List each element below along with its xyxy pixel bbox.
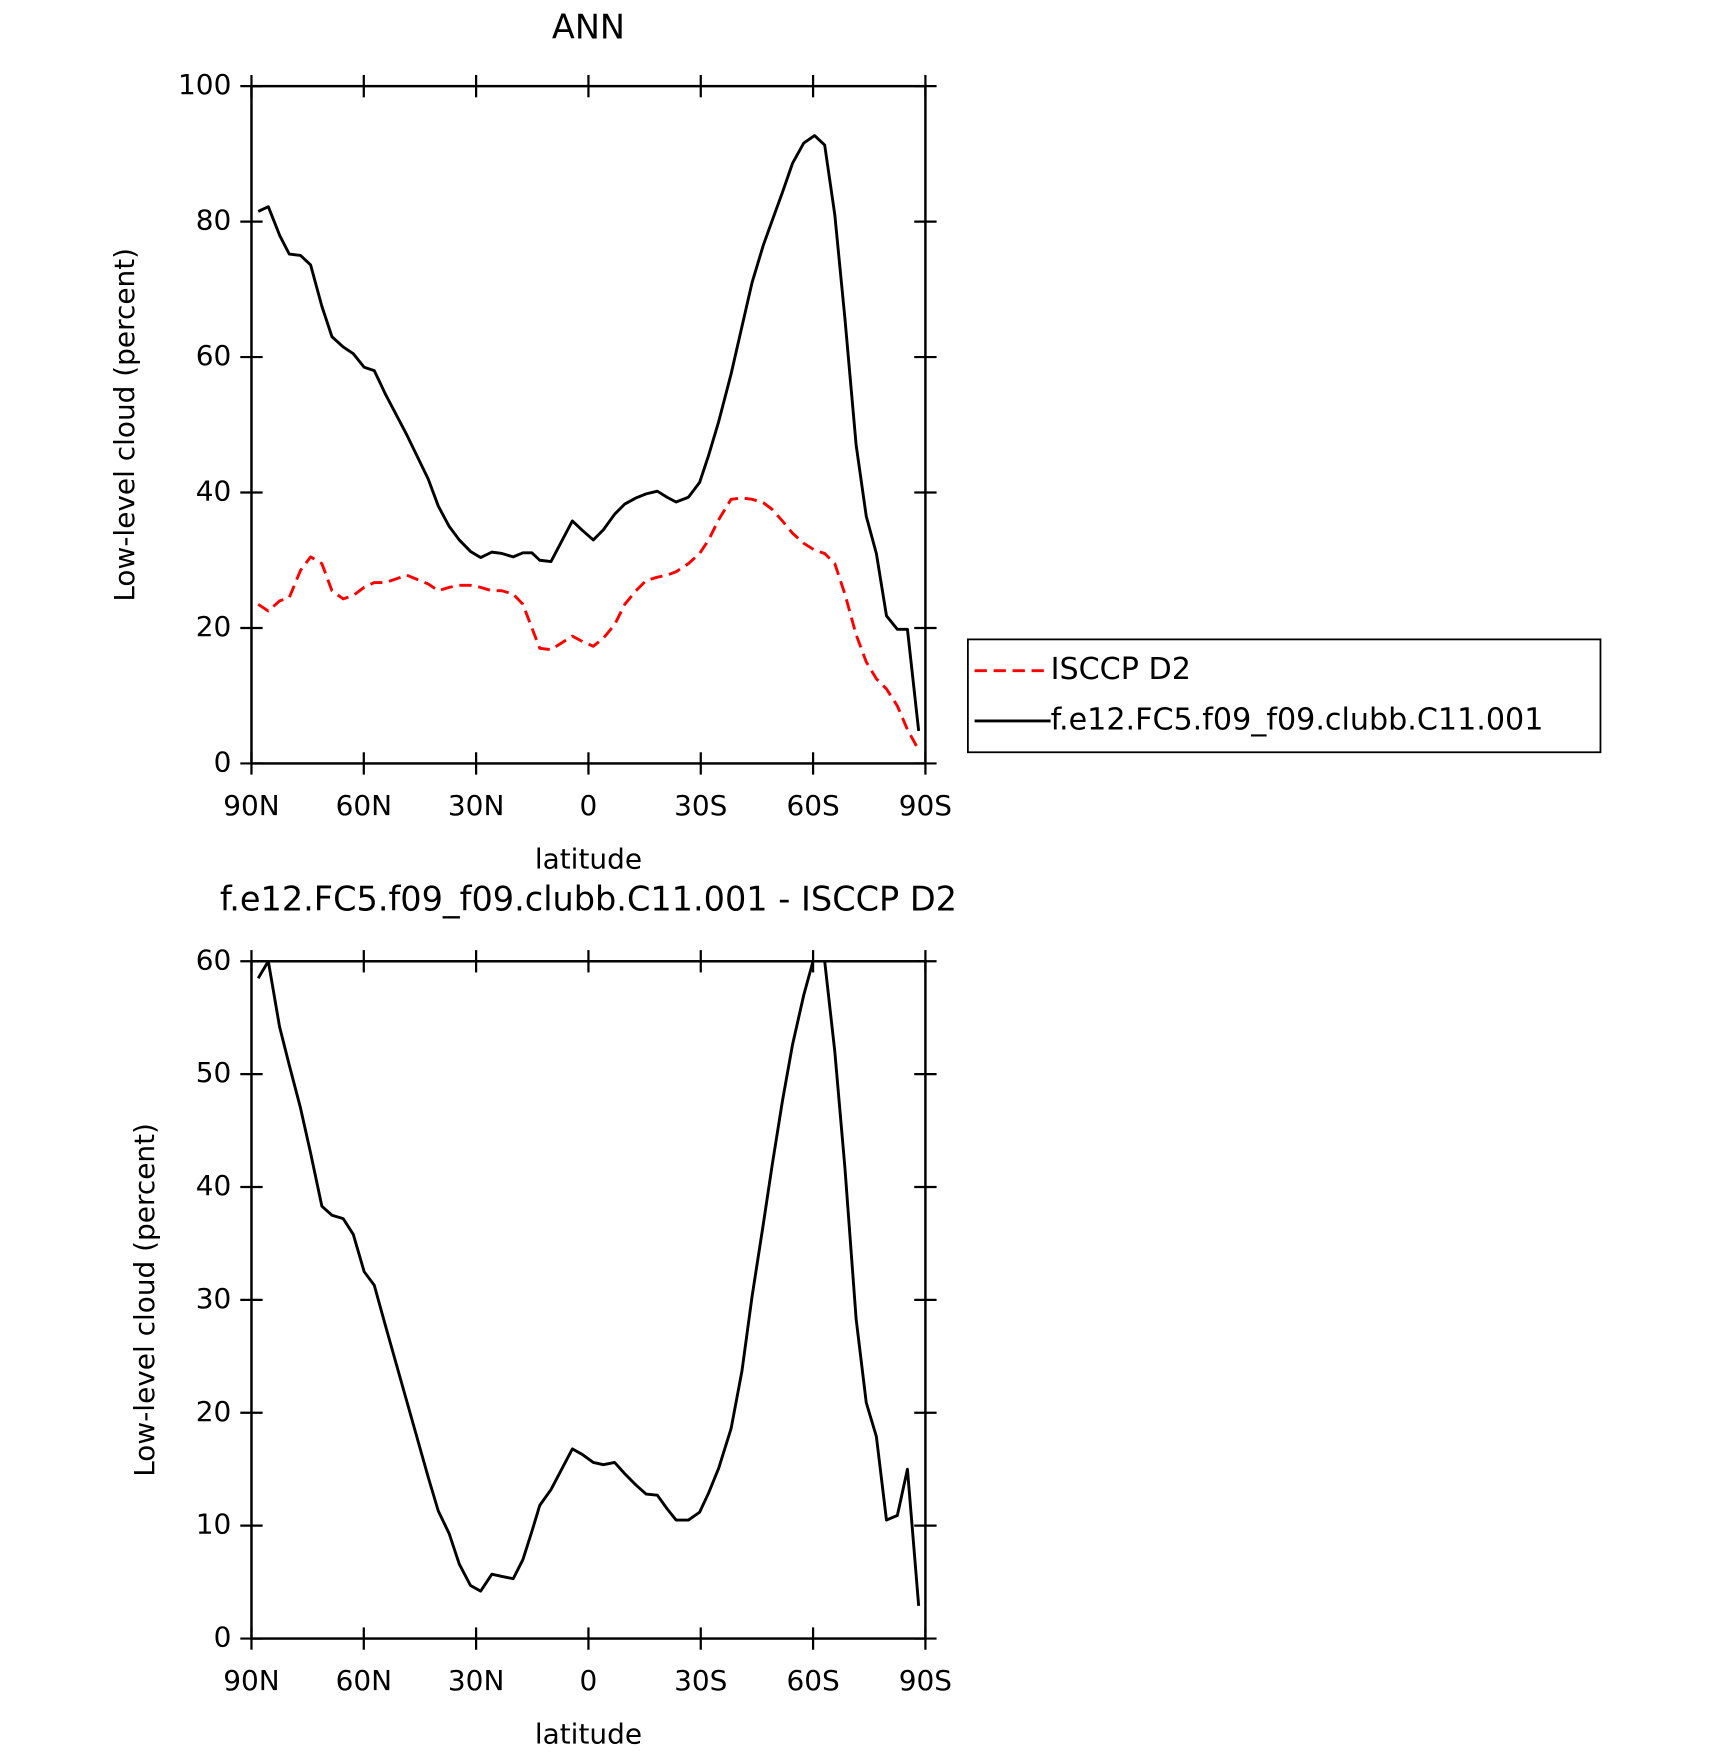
x-tick-label: 90N (223, 1664, 279, 1697)
y-tick-label: 40 (196, 1169, 232, 1202)
x-tick-label: 30N (448, 1664, 504, 1697)
y-tick-label: 20 (196, 610, 232, 643)
data-line (257, 496, 920, 751)
y-tick-label: 20 (196, 1395, 232, 1428)
x-axis-label: latitude (535, 843, 642, 876)
x-axis-label: latitude (535, 1718, 642, 1751)
x-tick-label: 60S (786, 789, 839, 822)
x-tick-label: 30N (448, 789, 504, 822)
y-tick-label: 0 (214, 745, 232, 778)
x-tick-label: 60S (786, 1664, 839, 1697)
y-tick-label: 80 (196, 204, 232, 237)
y-tick-label: 10 (196, 1508, 232, 1541)
data-line (257, 134, 921, 732)
x-tick-label: 90S (899, 1664, 952, 1697)
chart-title: f.e12.FC5.f09_f09.clubb.C11.001 - ISCCP … (220, 879, 957, 918)
x-tick-label: 30S (674, 1664, 727, 1697)
y-tick-label: 40 (196, 475, 232, 508)
x-tick-label: 90S (899, 789, 952, 822)
x-tick-label: 0 (580, 789, 598, 822)
x-tick-label: 90N (223, 789, 279, 822)
legend-label: f.e12.FC5.f09_f09.clubb.C11.001 (1051, 702, 1544, 737)
y-tick-label: 60 (196, 339, 232, 372)
y-axis-label: Low-level cloud (percent) (108, 248, 141, 602)
x-tick-label: 60N (336, 789, 392, 822)
plot-frame (250, 84, 927, 765)
x-tick-label: 0 (580, 1664, 598, 1697)
legend-box (966, 638, 1602, 754)
y-tick-label: 50 (196, 1056, 232, 1089)
y-tick-label: 60 (196, 943, 232, 976)
x-tick-label: 30S (674, 789, 727, 822)
y-axis-label: Low-level cloud (percent) (128, 1123, 161, 1477)
y-tick-label: 0 (214, 1621, 232, 1654)
legend-label: ISCCP D2 (1051, 652, 1191, 687)
data-line (256, 961, 921, 1606)
x-tick-label: 60N (336, 1664, 392, 1697)
y-tick-label: 30 (196, 1282, 232, 1315)
chart-title: ANN (552, 8, 625, 47)
plot-frame (250, 960, 927, 1640)
y-tick-label: 100 (178, 68, 231, 101)
